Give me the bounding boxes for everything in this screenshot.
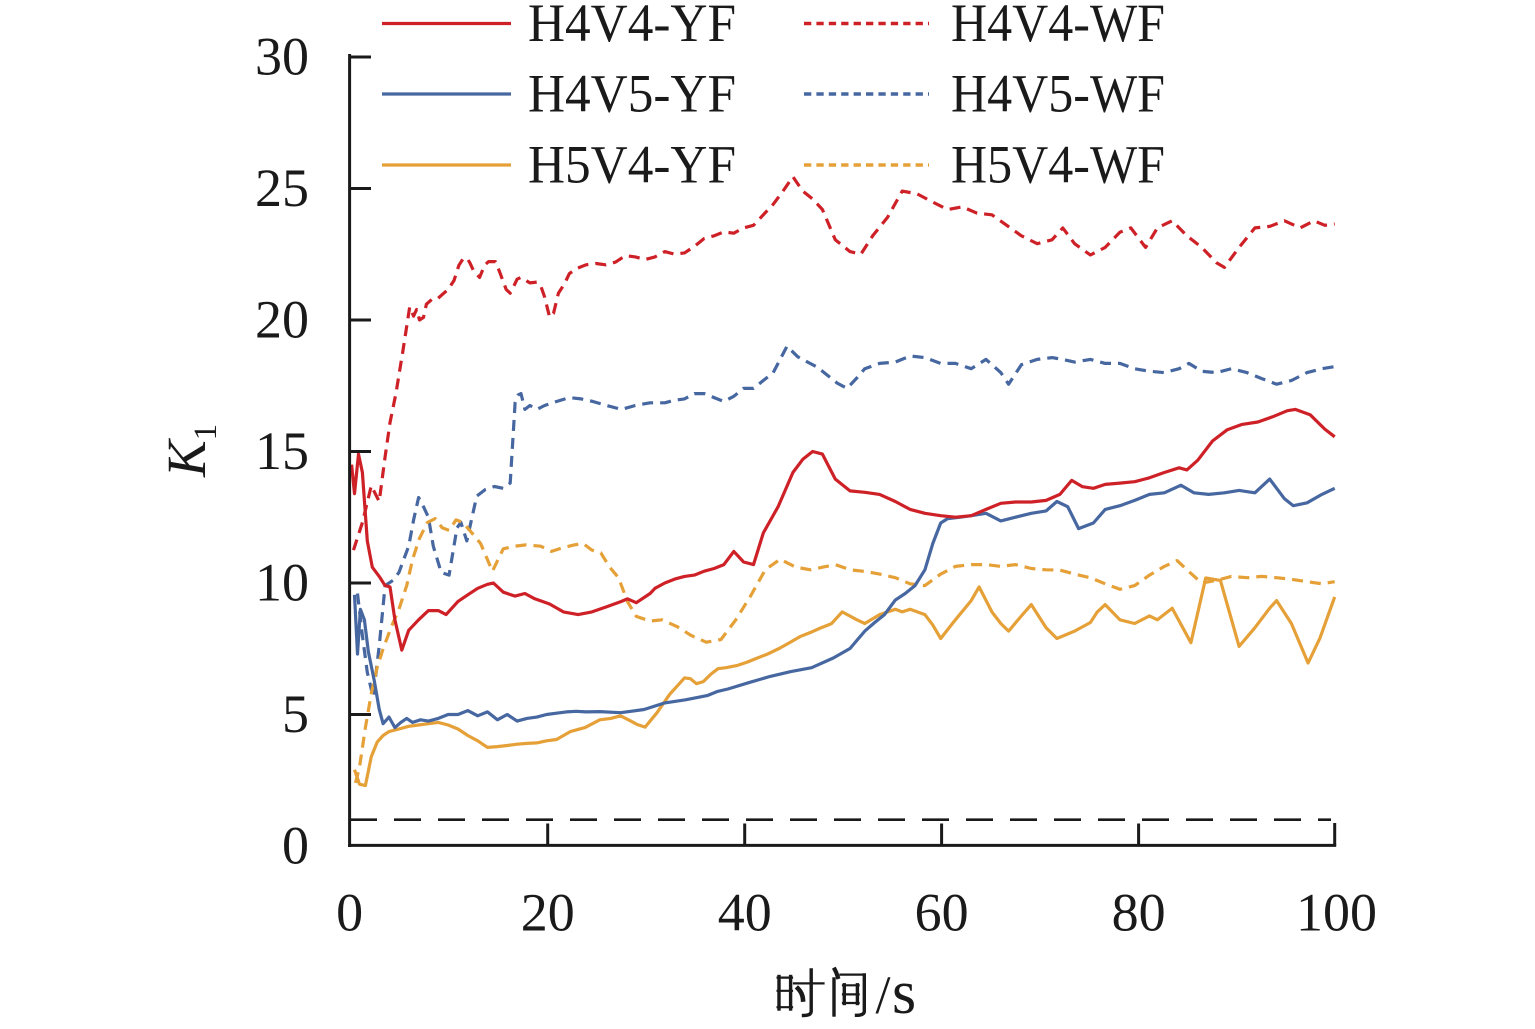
svg-text:5: 5	[282, 684, 309, 744]
svg-text:H5V4-WF: H5V4-WF	[951, 135, 1165, 195]
svg-text:100: 100	[1296, 883, 1377, 943]
svg-text:20: 20	[521, 883, 575, 943]
svg-text:40: 40	[718, 883, 772, 943]
svg-text:H4V4-YF: H4V4-YF	[528, 0, 736, 53]
svg-text:H5V4-YF: H5V4-YF	[528, 135, 736, 195]
svg-text:25: 25	[255, 158, 309, 218]
svg-text:0: 0	[282, 816, 309, 876]
svg-text:/s: /s	[876, 959, 917, 1027]
svg-text:80: 80	[1112, 883, 1166, 943]
svg-text:20: 20	[255, 290, 309, 350]
svg-text:30: 30	[255, 27, 309, 87]
svg-text:H4V5-YF: H4V5-YF	[528, 64, 736, 124]
svg-text:H4V4-WF: H4V4-WF	[951, 0, 1165, 53]
svg-text:H4V5-WF: H4V5-WF	[951, 64, 1165, 124]
svg-text:15: 15	[255, 421, 309, 481]
svg-text:60: 60	[915, 883, 969, 943]
svg-text:10: 10	[255, 553, 309, 613]
svg-text:0: 0	[336, 883, 363, 943]
